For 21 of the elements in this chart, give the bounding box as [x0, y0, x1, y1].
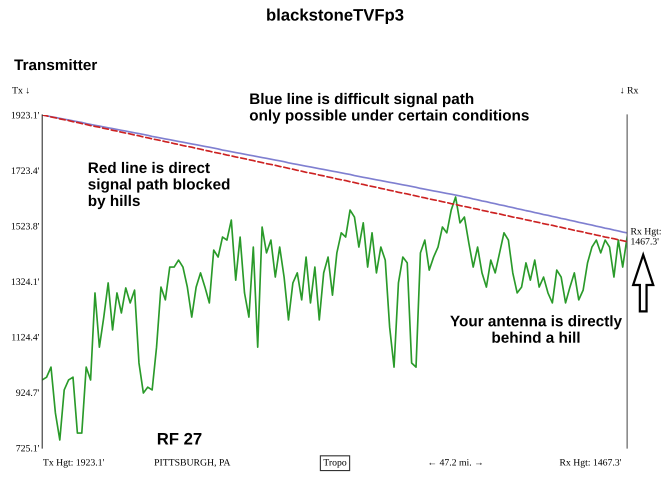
annotation: RF 27	[158, 432, 202, 445]
annotation: Blue line is difficult signal path only possible under certain conditions	[250, 92, 529, 124]
text: Rx Hgt: 1467.3'	[560, 459, 622, 468]
text: Rx Hgt: 1467.3'	[630, 228, 661, 245]
y-tick-label: 924.7'	[16, 389, 40, 396]
text: Tx ↓	[12, 86, 29, 94]
y-tick-label: 1523.8'	[12, 222, 40, 230]
y-tick-label: 1923.1'	[12, 112, 40, 118]
text: ↓ Rx	[621, 86, 638, 94]
annotation: Red line is direct signal path blocked by hills	[88, 162, 230, 210]
text: Tropo	[323, 459, 346, 468]
text: Transmitter	[14, 58, 98, 70]
y-tick-label: 725.1'	[16, 444, 40, 452]
y-tick-label: 1124.4'	[12, 334, 40, 341]
text: ← 47.2 mi. →	[429, 459, 482, 466]
text: PITTSBURGH, PA	[154, 459, 230, 468]
y-tick-label: 1324.1'	[12, 278, 40, 285]
annotation: Your antenna is directly behind a hill	[450, 315, 622, 343]
text: Tx Hgt: 1923.1'	[43, 459, 104, 468]
chart-title: blackstoneTVFp3	[267, 8, 404, 24]
y-tick-label: 1723.4'	[12, 167, 40, 174]
